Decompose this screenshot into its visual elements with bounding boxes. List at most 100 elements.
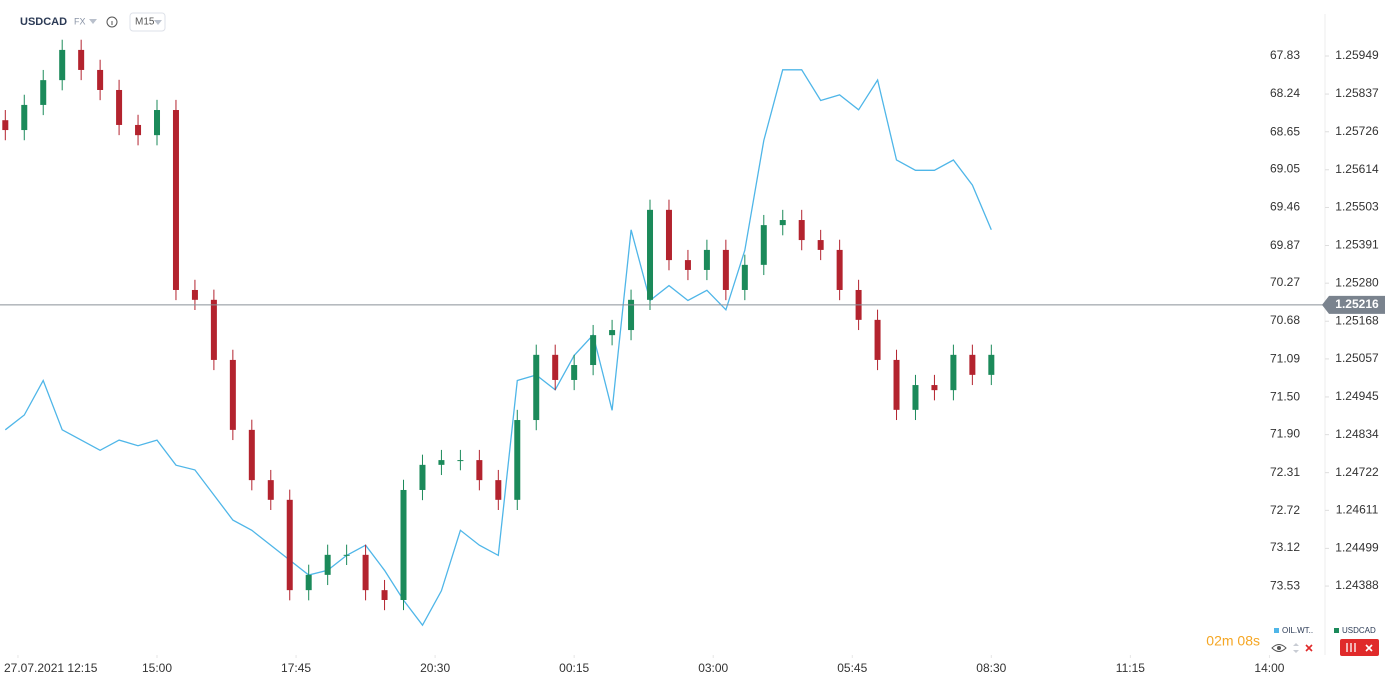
candle-body — [381, 590, 388, 600]
candle-body — [97, 69, 104, 90]
candle-body — [210, 299, 217, 360]
candle-body — [21, 104, 28, 131]
candle-body — [571, 365, 578, 380]
x-tick-label: 17:45 — [281, 661, 311, 675]
y-tick-label: 1.25837 — [1335, 86, 1379, 100]
candle-body — [305, 574, 312, 591]
candle-body — [684, 260, 691, 270]
y2-tick-label: 72.31 — [1270, 465, 1300, 479]
current-price-label: 1.25216 — [1335, 297, 1379, 311]
candle-body — [609, 330, 616, 336]
candle-body — [59, 49, 66, 81]
order-arrows[interactable] — [1293, 643, 1299, 653]
legend-swatch — [1274, 628, 1279, 633]
candle-body — [40, 80, 47, 105]
usdcad-controls[interactable] — [1340, 639, 1379, 656]
y2-tick-label: 69.87 — [1270, 238, 1300, 252]
legend-label: OIL.WT.. — [1282, 626, 1313, 635]
y-tick-label: 1.25391 — [1335, 238, 1379, 252]
candle-body — [931, 385, 938, 391]
candle-body — [419, 464, 426, 490]
candle-body — [154, 110, 161, 136]
market-dropdown[interactable] — [89, 19, 97, 24]
candle-body — [533, 354, 540, 421]
y2-tick-label: 68.65 — [1270, 124, 1300, 138]
y2-tick-label: 70.68 — [1270, 313, 1300, 327]
y-tick-label: 1.25168 — [1335, 313, 1379, 327]
info-icon[interactable] — [106, 16, 118, 28]
y-tick-label: 1.25057 — [1335, 351, 1379, 365]
candle-body — [2, 120, 9, 131]
y2-tick-label: 71.90 — [1270, 427, 1300, 441]
x-tick-label: 05:45 — [837, 661, 867, 675]
symbol-title[interactable]: USDCAD — [20, 16, 67, 28]
eye-icon[interactable] — [1271, 644, 1287, 652]
candle-body — [135, 124, 142, 136]
candle-body — [286, 499, 293, 591]
candle-body — [324, 554, 331, 575]
legend: USDCAD OIL.WT.. — [1274, 626, 1376, 635]
candle-body — [912, 385, 919, 410]
candle-body — [836, 249, 843, 290]
legend-label: USDCAD — [1342, 626, 1376, 635]
settings-icon — [1346, 643, 1356, 652]
candle-body — [893, 359, 900, 410]
y-tick-label: 1.24945 — [1335, 389, 1379, 403]
candle-body — [343, 554, 350, 556]
y-tick-label: 1.25726 — [1335, 124, 1379, 138]
candle-body — [874, 319, 881, 360]
y-tick-label: 1.25949 — [1335, 48, 1379, 62]
remove-usdcad[interactable] — [1365, 644, 1373, 652]
candle-body — [703, 249, 710, 270]
candle-body — [779, 220, 786, 226]
plot-area: 1.25949 1.25837 1.25726 1.25614 1.25503 1.253… — [0, 39, 1379, 675]
candle-body — [969, 354, 976, 375]
candle-body — [741, 264, 748, 290]
y-tick-label: 1.24722 — [1335, 465, 1379, 479]
x-tick-label: 03:00 — [698, 661, 728, 675]
timeframe-label: M15 — [135, 17, 155, 28]
x-tick-label: 20:30 — [420, 661, 450, 675]
remove-oil[interactable] — [1305, 644, 1313, 652]
price-line — [4, 69, 992, 627]
candle-body — [457, 460, 464, 462]
y2-tick-label: 71.50 — [1270, 389, 1300, 403]
x-tick-label: 00:15 — [559, 661, 589, 675]
y-tick-label: 1.24388 — [1335, 578, 1379, 592]
current-price-box — [1322, 295, 1385, 314]
candle-body — [590, 335, 597, 366]
candle-body — [191, 289, 198, 300]
candle-body — [628, 299, 635, 331]
eye-pupil — [1277, 646, 1281, 650]
y2-tick-label: 70.27 — [1270, 275, 1300, 289]
candle-body — [172, 110, 179, 290]
x-tick-label: 27.07.2021 12:15 — [4, 661, 98, 675]
candle-body — [495, 480, 502, 500]
legend-swatch — [1334, 628, 1339, 633]
y-tick-label: 1.24611 — [1336, 503, 1379, 517]
y-tick-label: 1.24499 — [1335, 541, 1379, 555]
candle-body — [552, 354, 559, 380]
candle-body — [400, 489, 407, 600]
timeframe-box[interactable] — [129, 12, 166, 32]
candle-body — [438, 460, 445, 465]
x-tick-label: 15:00 — [142, 661, 172, 675]
candle-body — [760, 225, 767, 265]
candle-body — [722, 249, 729, 290]
candle-body — [476, 460, 483, 481]
candle-body — [267, 480, 274, 500]
x-tick-label: 11:15 — [1116, 661, 1145, 675]
y-tick-label: 1.25614 — [1335, 162, 1379, 176]
candle-body — [988, 354, 995, 375]
candle-timer: 02m 08s — [1206, 633, 1260, 649]
candle-body — [229, 359, 236, 430]
candle-body — [248, 429, 255, 481]
x-tick-label: 14:00 — [1254, 661, 1284, 675]
timeframe-dropdown[interactable] — [154, 20, 162, 25]
y-tick-label: 1.25503 — [1335, 200, 1379, 214]
y2-tick-label: 72.72 — [1270, 503, 1300, 517]
market-label: FX — [74, 16, 86, 26]
y2-tick-label: 68.24 — [1270, 86, 1300, 100]
